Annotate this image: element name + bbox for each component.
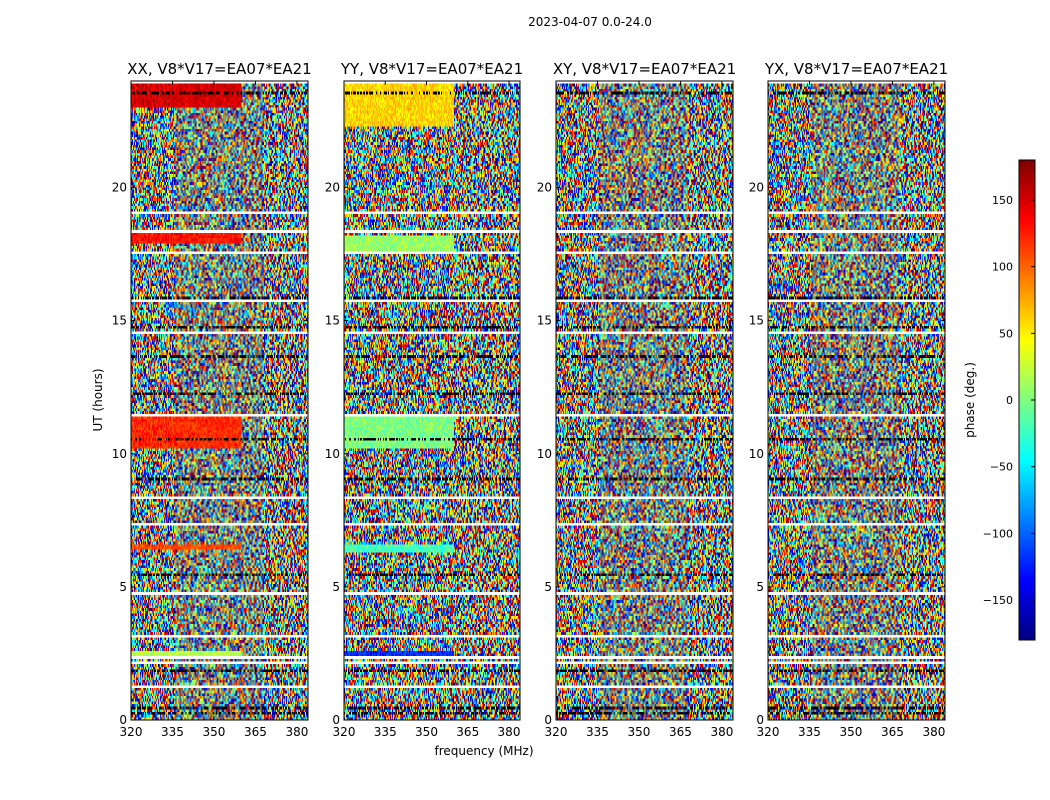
figure-suptitle: 2023-04-07 0.0-24.0: [528, 15, 652, 29]
x-tick-label: 335: [161, 725, 184, 739]
phase-heatmap: [131, 81, 308, 720]
panel-frame: [343, 80, 521, 721]
panel-title: XY, V8*V17=EA07*EA21: [553, 60, 736, 78]
colorbar-ticks: −150 −100 −50 0 50 100 150: [983, 194, 1035, 607]
x-tick-label: 365: [456, 725, 479, 739]
panel-frame: [767, 80, 946, 721]
y-tick-label: 5: [332, 580, 340, 594]
y-tick-label: 20: [112, 181, 127, 195]
panel-frame: [555, 80, 734, 721]
panel-title: YY, V8*V17=EA07*EA21: [340, 60, 523, 78]
y-tick-label: 5: [544, 580, 552, 594]
y-tick-label: 15: [537, 314, 552, 328]
x-tick-label: 365: [881, 725, 904, 739]
panel-title: XX, V8*V17=EA07*EA21: [127, 60, 311, 78]
panel-4: YX, V8*V17=EA07*EA21 320 335 350 365 380 0 5 10 1…: [749, 60, 948, 739]
y-tick-label: 15: [325, 314, 340, 328]
y-tick-label: 15: [112, 314, 127, 328]
x-tick-label: 350: [628, 725, 651, 739]
panel-3: XY, V8*V17=EA07*EA21 320 335 350 365 380 0 5 10 1…: [537, 60, 736, 739]
y-tick-label: 20: [749, 181, 764, 195]
x-tick-label: 380: [498, 725, 521, 739]
colorbar-tick-label: 0: [1006, 394, 1013, 407]
y-tick-label: 0: [119, 713, 127, 727]
colorbar-tick-label: 150: [992, 194, 1013, 207]
panel-1: XX, V8*V17=EA07*EA21 320 335 350 365 380 0 5 10 1…: [112, 60, 312, 739]
x-tick-label: 335: [798, 725, 821, 739]
x-axis-label: frequency (MHz): [434, 744, 533, 758]
x-tick-label: 365: [244, 725, 267, 739]
x-tick-label: 320: [545, 725, 568, 739]
x-tick-label: 380: [710, 725, 733, 739]
x-tick-label: 350: [840, 725, 863, 739]
phase-heatmap: [768, 81, 945, 720]
x-tick-label: 320: [120, 725, 143, 739]
colorbar-tick-label: 50: [999, 327, 1013, 340]
y-tick-label: 20: [325, 181, 340, 195]
y-tick-label: 10: [749, 447, 764, 461]
y-tick-label: 5: [119, 580, 127, 594]
x-tick-label: 350: [415, 725, 438, 739]
panel-title: YX, V8*V17=EA07*EA21: [764, 60, 948, 78]
x-tick-label: 335: [374, 725, 397, 739]
colorbar-label: phase (deg.): [963, 362, 977, 438]
y-tick-label: 0: [332, 713, 340, 727]
x-tick-label: 350: [203, 725, 226, 739]
colorbar-tick-label: −100: [983, 527, 1013, 540]
y-tick-label: 0: [544, 713, 552, 727]
phase-heatmap: [556, 81, 733, 720]
x-tick-label: 335: [586, 725, 609, 739]
y-tick-label: 5: [756, 580, 764, 594]
y-tick-label: 20: [537, 181, 552, 195]
y-tick-label: 15: [749, 314, 764, 328]
x-tick-label: 380: [922, 725, 945, 739]
x-tick-label: 365: [669, 725, 692, 739]
x-tick-label: 320: [757, 725, 780, 739]
colorbar: −150 −100 −50 0 50 100 150 phase (deg.): [963, 159, 1036, 641]
panels: XX, V8*V17=EA07*EA21 320 335 350 365 380 0 5 10 1…: [112, 60, 948, 739]
y-tick-label: 0: [756, 713, 764, 727]
y-tick-label: 10: [537, 447, 552, 461]
panel-2: YY, V8*V17=EA07*EA21 320 335 350 365 380 0 5 10 1…: [325, 60, 523, 739]
phase-heatmap: [344, 81, 520, 720]
colorbar-tick-label: 100: [992, 261, 1013, 274]
y-axis-label: UT (hours): [91, 368, 105, 431]
panel-frame: [130, 80, 309, 721]
y-tick-label: 10: [112, 447, 127, 461]
x-tick-label: 380: [285, 725, 308, 739]
colorbar-tick-label: −50: [990, 461, 1013, 474]
y-tick-label: 10: [325, 447, 340, 461]
colorbar-tick-label: −150: [983, 594, 1013, 607]
x-tick-label: 320: [333, 725, 356, 739]
